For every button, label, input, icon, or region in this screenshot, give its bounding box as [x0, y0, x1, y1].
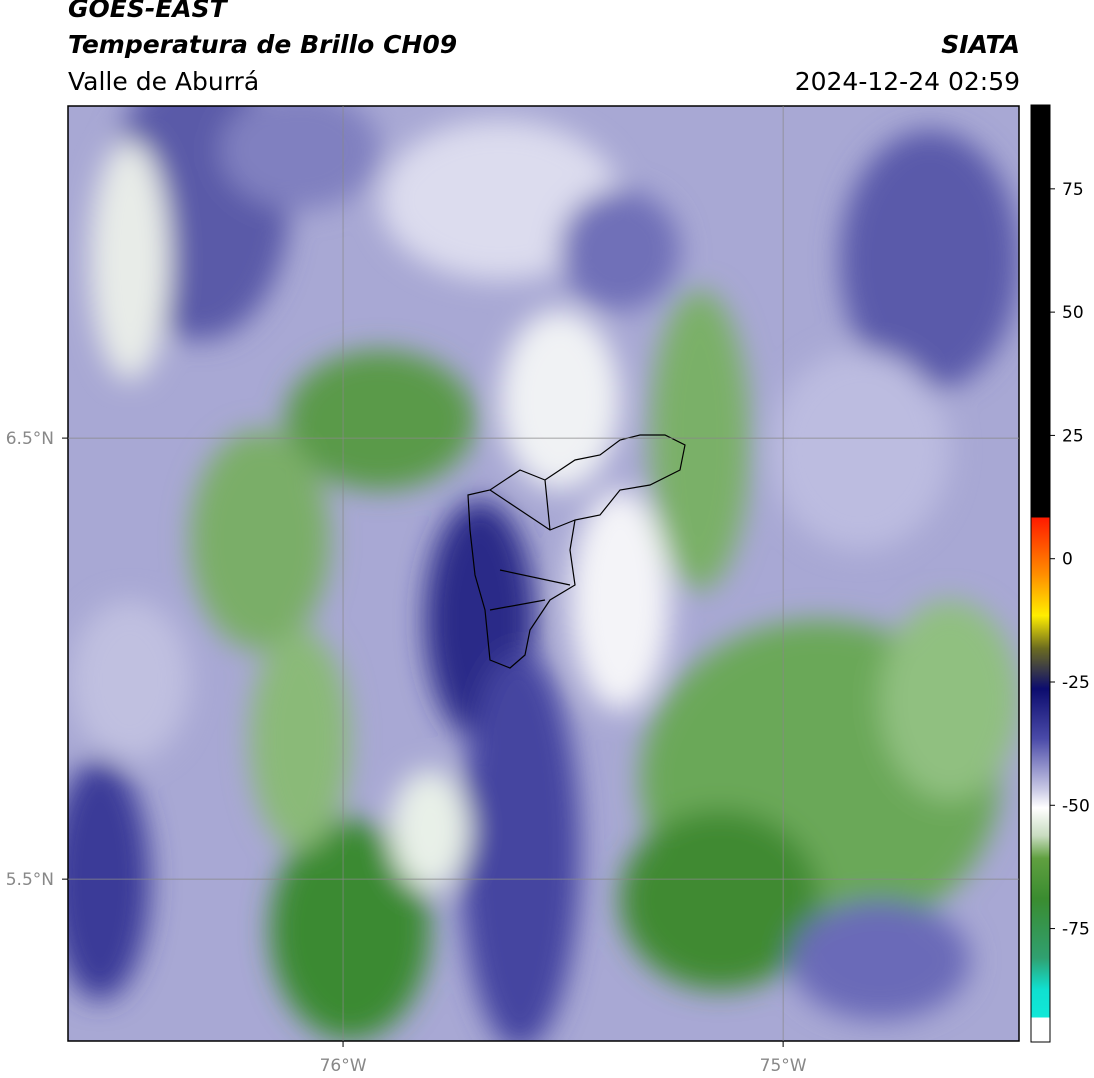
colorbar-tick-label: 75: [1062, 180, 1084, 200]
subtitle: Temperatura de Brillo CH09: [68, 30, 458, 59]
x-tick-label: 75°W: [760, 1056, 807, 1076]
timestamp: 2024-12-24 02:59: [794, 67, 1020, 96]
region: Valle de Aburrá: [68, 67, 260, 96]
satellite-image: [68, 106, 1019, 1041]
y-tick-label: 6.5°N: [6, 429, 54, 449]
colorbar-tick-label: 0: [1062, 550, 1073, 570]
colorbar-tick-label: -75: [1062, 920, 1090, 940]
colorbar-tick-label: 50: [1062, 303, 1084, 323]
colorbar: [1030, 104, 1051, 1043]
colorbar-tick-label: -50: [1062, 796, 1090, 816]
source: SIATA: [941, 30, 1020, 59]
map-frame: [67, 105, 1020, 1042]
x-tick-label: 76°W: [320, 1056, 367, 1076]
boundary-outline: [467, 434, 686, 669]
colorbar-tick-label: -25: [1062, 673, 1090, 693]
y-tick-label: 5.5°N: [6, 870, 54, 890]
colorbar-tick-label: 25: [1062, 426, 1084, 446]
title: GOES-EAST: [68, 0, 227, 23]
